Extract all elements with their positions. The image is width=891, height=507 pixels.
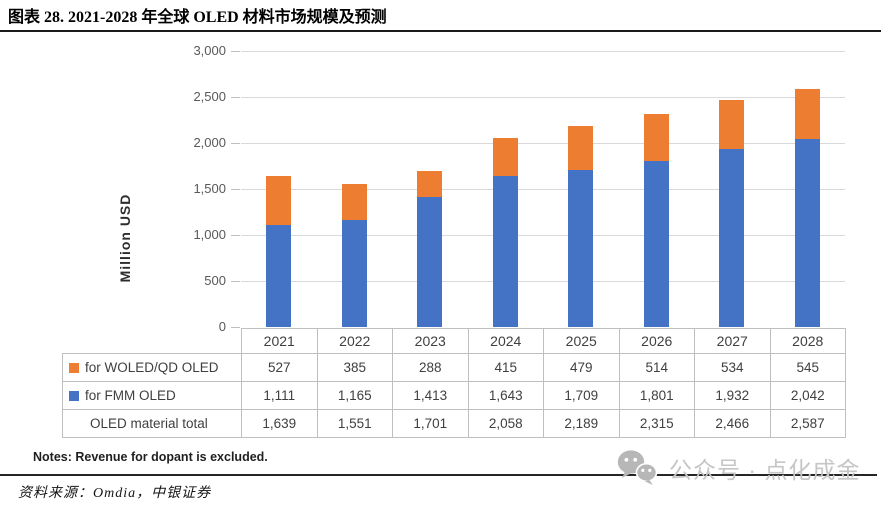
value-cell: 1,709 <box>543 381 620 410</box>
year-cell: 2022 <box>316 328 393 354</box>
year-cell: 2027 <box>694 328 771 354</box>
value-cell: 1,643 <box>467 381 544 410</box>
legend-swatch-icon <box>69 391 79 401</box>
value-cell: 2,042 <box>769 381 846 410</box>
value-cell: 415 <box>467 353 544 382</box>
total-value-cell: 2,058 <box>467 409 544 438</box>
value-cell: 527 <box>241 353 318 382</box>
watermark-text: 公众号 · 点化成金 <box>669 457 861 483</box>
y-axis-tick-label: 2,000 <box>193 135 226 150</box>
gridline <box>241 280 845 282</box>
footer-divider <box>0 474 877 476</box>
y-axis-tick-label: 3,000 <box>193 43 226 58</box>
value-cell: 545 <box>769 353 846 382</box>
y-axis-tick-label: 1,500 <box>193 181 226 196</box>
y-axis-tick <box>231 97 240 98</box>
gridline <box>241 142 845 144</box>
year-cell: 2021 <box>241 328 318 354</box>
year-cell: 2028 <box>769 328 846 354</box>
total-value-cell: 2,587 <box>769 409 846 438</box>
wechat-icon <box>617 450 658 485</box>
plot-area <box>241 50 845 327</box>
gridline <box>241 96 845 98</box>
bar-segment-for-woled-qd-oled-2025 <box>568 125 594 170</box>
value-cell: 479 <box>543 353 620 382</box>
y-axis-tick <box>231 143 240 144</box>
y-axis-tick <box>231 235 240 236</box>
value-cell: 288 <box>392 353 469 382</box>
value-cell: 534 <box>694 353 771 382</box>
bar-segment-for-fmm-oled-2022 <box>341 219 367 327</box>
total-value-cell: 1,551 <box>316 409 393 438</box>
y-axis-tick-label: 500 <box>204 273 226 288</box>
y-axis-tick <box>231 51 240 52</box>
y-axis-tick-label: 2,500 <box>193 89 226 104</box>
bar-segment-for-fmm-oled-2027 <box>719 149 745 327</box>
value-cell: 1,932 <box>694 381 771 410</box>
bar-segment-for-woled-qd-oled-2024 <box>492 137 518 176</box>
value-cell: 1,111 <box>241 381 318 410</box>
gridline <box>241 50 845 52</box>
y-axis-tick <box>231 281 240 282</box>
value-cell: 1,165 <box>316 381 393 410</box>
total-value-cell: 2,189 <box>543 409 620 438</box>
legend-label: for FMM OLED <box>85 388 176 403</box>
total-value-cell: 1,701 <box>392 409 469 438</box>
bar-segment-for-fmm-oled-2021 <box>266 224 292 327</box>
legend-swatch-icon <box>69 363 79 373</box>
y-axis-tick-label: 1,000 <box>193 227 226 242</box>
source-text: 资料来源：Omdia，中银证券 <box>18 486 212 501</box>
bar-segment-for-fmm-oled-2028 <box>794 139 820 327</box>
title-underline <box>0 30 881 32</box>
y-axis-tick-label: 0 <box>218 319 226 334</box>
total-value-cell: 1,639 <box>241 409 318 438</box>
watermark: 公众号 · 点化成金 <box>616 449 860 487</box>
legend-cell: for FMM OLED <box>62 381 242 410</box>
legend-cell: for WOLED/QD OLED <box>62 353 242 382</box>
total-label-cell: OLED material total <box>62 409 242 438</box>
bar-segment-for-woled-qd-oled-2022 <box>341 184 367 220</box>
year-cell: 2026 <box>618 328 695 354</box>
legend-label: for WOLED/QD OLED <box>85 360 219 375</box>
bar-segment-for-fmm-oled-2024 <box>492 175 518 327</box>
bar-segment-for-woled-qd-oled-2026 <box>643 114 669 162</box>
y-axis-tick <box>231 327 240 328</box>
bar-segment-for-woled-qd-oled-2027 <box>719 100 745 150</box>
bar-segment-for-woled-qd-oled-2021 <box>266 176 292 225</box>
chart-data-table: 2021 2022 2023 2024 2025 2026 2027 2028 for WOLE… <box>62 328 846 438</box>
total-value-cell: 2,466 <box>694 409 771 438</box>
total-value-cell: 2,315 <box>618 409 695 438</box>
bar-segment-for-fmm-oled-2026 <box>643 161 669 327</box>
year-cell: 2025 <box>543 328 620 354</box>
value-cell: 514 <box>618 353 695 382</box>
value-cell: 1,413 <box>392 381 469 410</box>
year-cell: 2024 <box>467 328 544 354</box>
value-cell: 1,801 <box>618 381 695 410</box>
bar-segment-for-woled-qd-oled-2028 <box>794 89 820 140</box>
y-axis-tick <box>231 189 240 190</box>
table-corner-cell <box>63 329 242 354</box>
bar-segment-for-fmm-oled-2023 <box>417 197 443 327</box>
gridline <box>241 234 845 236</box>
year-cell: 2023 <box>392 328 469 354</box>
bar-segment-for-fmm-oled-2025 <box>568 169 594 327</box>
value-cell: 385 <box>316 353 393 382</box>
notes-text: Notes: Revenue for dopant is excluded. <box>33 450 268 464</box>
bar-segment-for-woled-qd-oled-2023 <box>417 170 443 198</box>
gridline <box>241 188 845 190</box>
figure-title: 图表 28. 2021-2028 年全球 OLED 材料市场规模及预测 <box>8 9 387 26</box>
